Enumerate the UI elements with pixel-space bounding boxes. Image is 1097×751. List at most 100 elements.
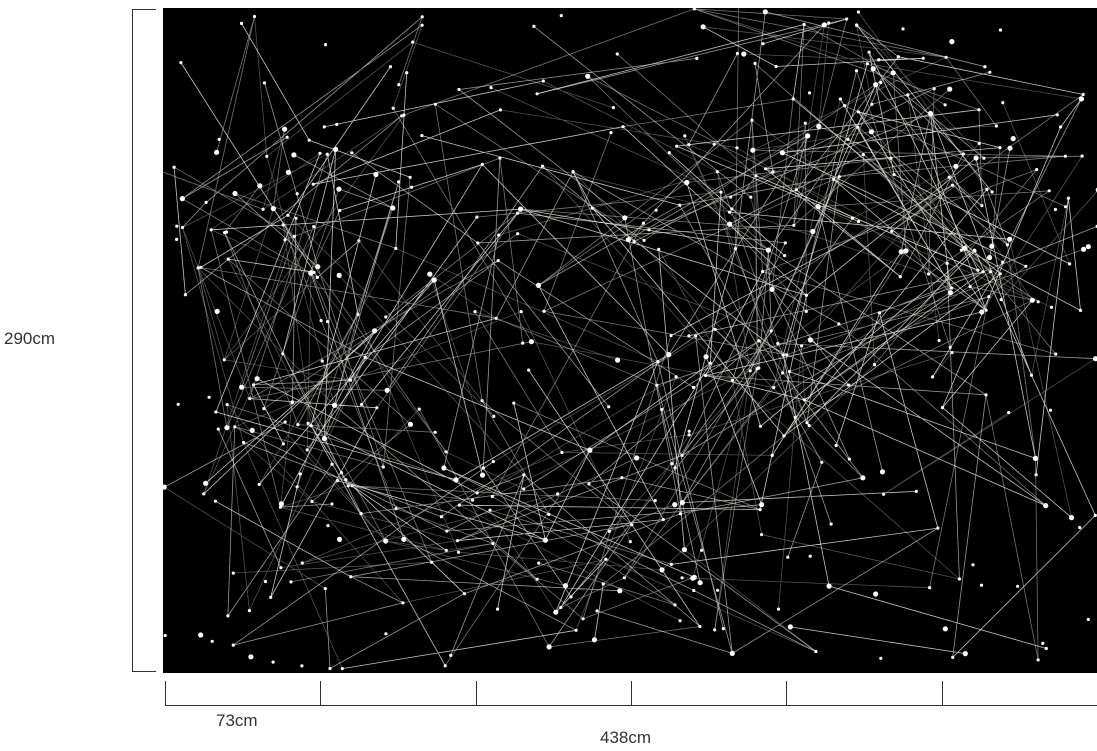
network-node xyxy=(678,619,682,623)
network-node xyxy=(669,562,673,567)
network-node xyxy=(175,237,179,241)
network-node xyxy=(223,231,227,235)
network-node xyxy=(944,55,948,59)
network-node xyxy=(283,238,287,242)
network-node xyxy=(488,508,492,512)
network-node xyxy=(659,567,665,573)
network-node xyxy=(949,39,955,45)
network-node xyxy=(1048,408,1053,412)
network-node xyxy=(296,423,300,427)
network-node xyxy=(814,649,818,654)
network-node xyxy=(1047,189,1051,193)
network-node xyxy=(735,51,740,56)
network-node xyxy=(356,312,360,317)
network-node xyxy=(521,341,525,345)
network-node xyxy=(713,628,717,632)
network-node xyxy=(989,270,993,274)
network-node xyxy=(622,576,626,580)
network-node xyxy=(247,609,251,613)
network-node xyxy=(655,383,659,387)
network-node xyxy=(312,270,316,274)
network-node xyxy=(968,285,972,289)
network-node xyxy=(715,170,719,174)
network-node xyxy=(666,352,672,358)
network-node xyxy=(496,259,500,263)
network-line-group xyxy=(173,18,1096,669)
network-node xyxy=(453,477,459,483)
network-node xyxy=(462,592,466,596)
network-node xyxy=(441,465,447,471)
network-node xyxy=(225,403,229,407)
network-node xyxy=(770,453,774,457)
network-node xyxy=(762,9,768,15)
network-node xyxy=(498,156,502,160)
network-node xyxy=(772,386,776,390)
network-node xyxy=(318,151,322,155)
network-node xyxy=(977,141,981,145)
network-node xyxy=(632,240,636,244)
network-node xyxy=(684,179,690,186)
network-node xyxy=(542,309,546,313)
network-node xyxy=(856,10,861,14)
network-node xyxy=(802,22,806,27)
network-node xyxy=(765,247,772,253)
network-node xyxy=(827,21,831,25)
network-node xyxy=(591,637,598,643)
network-node xyxy=(804,293,809,297)
network-node xyxy=(672,502,678,508)
network-node xyxy=(810,228,816,235)
network-node xyxy=(962,651,968,657)
network-node xyxy=(708,361,712,365)
network-node xyxy=(609,131,613,135)
network-node xyxy=(776,607,781,611)
network-node xyxy=(397,83,401,87)
network-node xyxy=(547,512,551,516)
network-node xyxy=(248,654,254,660)
network-node xyxy=(847,383,851,387)
network-node xyxy=(802,398,807,402)
network-node xyxy=(984,308,988,312)
network-node xyxy=(300,664,304,668)
network-node xyxy=(759,502,765,508)
network-node xyxy=(1093,513,1097,517)
network-node xyxy=(898,275,902,279)
network-node xyxy=(653,499,657,503)
network-node xyxy=(251,383,256,387)
network-node xyxy=(315,264,321,270)
network-node xyxy=(179,196,185,202)
network-node xyxy=(312,225,316,229)
network-node xyxy=(335,122,339,127)
network-nodes xyxy=(163,8,1097,671)
network-node xyxy=(163,484,167,490)
network-node xyxy=(882,492,886,496)
network-node xyxy=(657,247,661,251)
network-node xyxy=(687,433,691,437)
network-node xyxy=(617,588,623,594)
network-node xyxy=(306,421,310,425)
network-node xyxy=(703,354,709,360)
network-node xyxy=(457,87,461,92)
network-node xyxy=(581,617,585,621)
network-node xyxy=(1001,260,1005,264)
network-node xyxy=(1029,297,1035,303)
network-node xyxy=(940,406,945,410)
network-node xyxy=(311,182,315,186)
network-node xyxy=(226,614,230,618)
network-node xyxy=(339,471,344,475)
network-node xyxy=(535,92,539,96)
network-node xyxy=(388,65,393,69)
network-node xyxy=(407,421,414,427)
network-node xyxy=(222,358,226,362)
network-node xyxy=(180,225,185,230)
network-node xyxy=(1081,92,1085,97)
network-node xyxy=(542,537,548,543)
network-node xyxy=(730,378,735,382)
network-node xyxy=(972,248,977,252)
network-node xyxy=(430,560,434,564)
network-node xyxy=(291,152,297,158)
network-node xyxy=(615,52,619,56)
network-node xyxy=(808,554,812,558)
network-node xyxy=(957,577,962,581)
network-node xyxy=(754,174,758,178)
network-node xyxy=(826,583,832,589)
